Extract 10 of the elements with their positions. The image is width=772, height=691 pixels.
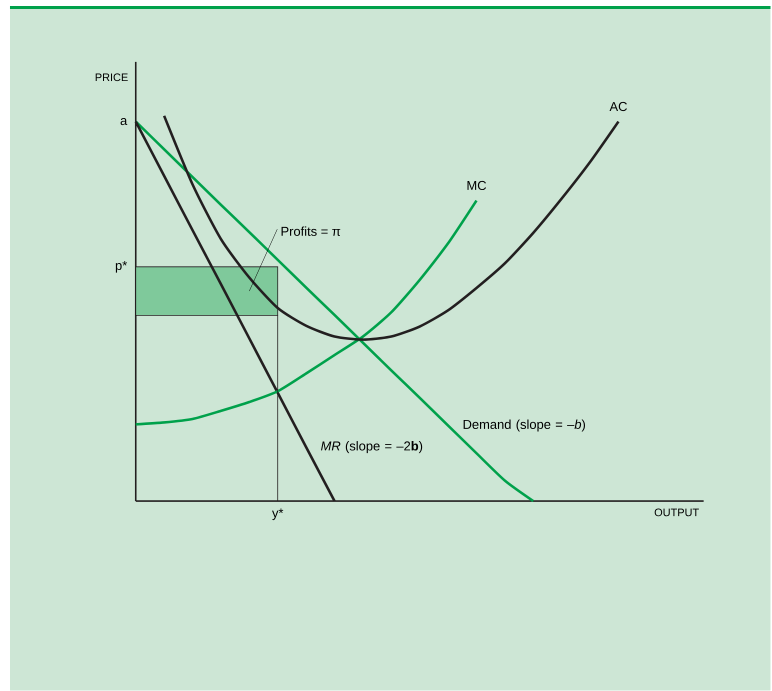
x-axis-title: OUTPUT	[654, 508, 699, 516]
y-axis-title: PRICE	[96, 74, 128, 82]
text: a	[120, 118, 128, 126]
text: p*	[116, 261, 128, 273]
annotation: Profits = π	[282, 226, 340, 236]
series-label: MR (slope = –2b)	[321, 441, 422, 454]
series-label: Demand (slope = –b)	[464, 420, 586, 432]
series-label: AC	[610, 102, 627, 112]
series-label: MC	[467, 181, 486, 190]
text: y*	[272, 508, 284, 520]
